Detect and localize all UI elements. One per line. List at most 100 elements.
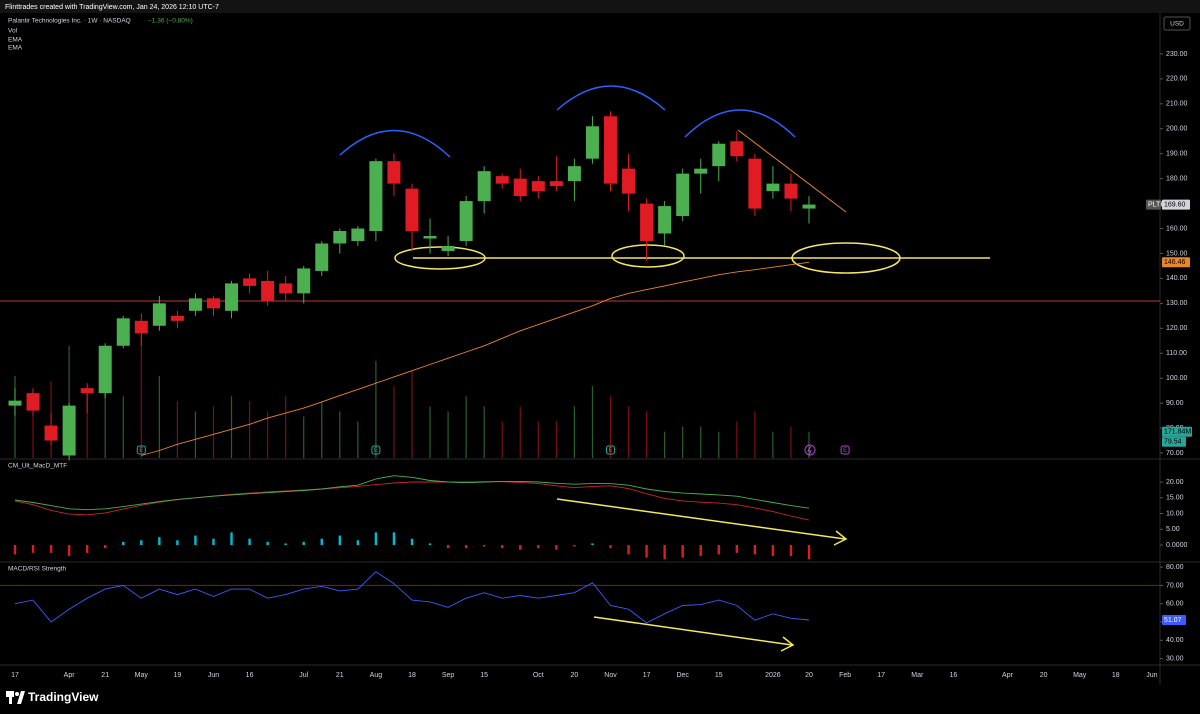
arrow-head	[833, 530, 848, 546]
candle-body	[44, 425, 58, 441]
y-tick-label: 230.00	[1166, 51, 1188, 58]
symbol-title: Palantir Technologies Inc. · 1W · NASDAQ	[8, 18, 131, 25]
candle-body	[513, 178, 527, 197]
candle-body	[26, 393, 40, 411]
price-tag-symbol: PLTR	[1148, 201, 1165, 208]
volume-tag: 171.84M	[1164, 429, 1191, 436]
y-tick-label: 200.00	[1166, 126, 1188, 133]
volume-ma-tag-bg	[1162, 436, 1186, 447]
histogram-bar	[212, 538, 215, 545]
x-tick-label: 20	[805, 672, 813, 679]
event-badge	[840, 445, 850, 455]
histogram-bar	[428, 543, 432, 545]
x-tick-label: Sep	[442, 672, 455, 679]
y-tick-label: 160.00	[1166, 225, 1188, 232]
histogram-bar	[789, 545, 793, 557]
x-tick-label: Nov	[604, 672, 617, 679]
x-tick-label: 21	[101, 672, 109, 679]
y-tick-label: 30.00	[1166, 655, 1184, 662]
x-tick-label: 17	[643, 672, 651, 679]
arc-drawing	[339, 129, 451, 158]
histogram-bar	[410, 538, 414, 545]
histogram-bar	[807, 545, 811, 560]
arc-drawing	[556, 85, 666, 111]
candle-body	[585, 126, 599, 159]
event-badge	[371, 445, 381, 455]
indicator-label: EMA	[8, 45, 23, 52]
candle-body	[766, 183, 780, 192]
price-tag-symbol-bg	[1146, 199, 1161, 210]
histogram-bar	[753, 545, 757, 555]
ellipse-drawing	[791, 242, 901, 274]
y-tick-label: 120.00	[1166, 325, 1188, 332]
x-tick-label: 17	[877, 672, 885, 679]
candle-body	[206, 298, 220, 309]
ema-tag: 146.46	[1164, 259, 1186, 266]
value-tag: 51.07	[1164, 617, 1182, 624]
candle-body	[730, 141, 744, 157]
price-change: −1.36 (−0.80%)	[148, 18, 193, 25]
indicator-label: Vol	[8, 28, 18, 35]
candle-body	[712, 143, 726, 167]
histogram-bar	[320, 538, 323, 545]
x-tick-label: Oct	[533, 672, 544, 679]
ema-line	[141, 261, 810, 456]
histogram-bar	[302, 541, 305, 545]
candle-body	[622, 168, 636, 194]
candle-body	[748, 158, 762, 209]
x-tick-label: 18	[408, 672, 416, 679]
arrow-head	[780, 636, 795, 652]
y-tick-label: 5.00	[1166, 526, 1180, 533]
candle-body	[495, 176, 509, 184]
x-tick-label: Dec	[676, 672, 689, 679]
x-tick-label: 18	[1112, 672, 1120, 679]
histogram-bar	[248, 538, 251, 545]
histogram-bar	[392, 532, 396, 545]
event-badge	[605, 445, 615, 455]
volume-ma-tag: 79.54	[1164, 439, 1182, 446]
histogram-bar	[609, 545, 612, 549]
candle-body	[62, 405, 76, 456]
candle-body	[170, 315, 184, 321]
histogram-bar	[735, 545, 739, 553]
histogram-bar	[284, 543, 287, 545]
candle-body	[441, 245, 455, 251]
indicator-label: EMA	[8, 37, 23, 44]
candle-body	[315, 243, 329, 271]
candle-body	[567, 166, 581, 182]
x-tick-label: 2026	[765, 672, 781, 679]
candle-body	[640, 203, 654, 241]
candle-body	[477, 171, 491, 202]
currency[interactable]: USD	[1170, 21, 1184, 28]
histogram-bar	[122, 541, 125, 545]
currency-button[interactable]	[1163, 16, 1191, 31]
brand-logo[interactable]: TradingView	[6, 690, 99, 704]
histogram-bar	[266, 541, 269, 545]
x-tick-label: Jun	[1146, 672, 1157, 679]
histogram-bar	[176, 540, 179, 545]
x-tick-label: May	[1073, 672, 1087, 679]
y-tick-label: 110.00	[1166, 350, 1187, 357]
histogram-bar	[482, 545, 486, 547]
event-label: E	[374, 448, 378, 454]
candle-body	[261, 280, 275, 301]
histogram-bar	[501, 545, 504, 549]
y-tick-label: 40.00	[1166, 637, 1184, 644]
candle-body	[134, 320, 148, 334]
candle-body	[279, 283, 293, 294]
y-tick-label: 130.00	[1166, 300, 1188, 307]
volume-tag-bg	[1162, 426, 1192, 437]
candle-body	[116, 318, 130, 346]
y-tick-label: 80.00	[1166, 564, 1184, 571]
y-tick-label: 10.00	[1166, 510, 1184, 517]
x-tick-label: 19	[173, 672, 181, 679]
x-tick-label: May	[135, 672, 149, 679]
y-tick-label: 90.00	[1166, 400, 1184, 407]
histogram-bar	[230, 532, 233, 545]
histogram-bar	[555, 545, 558, 550]
dividend-icon[interactable]	[804, 444, 816, 456]
x-tick-label: 17	[11, 672, 19, 679]
event-label: E	[843, 448, 847, 454]
